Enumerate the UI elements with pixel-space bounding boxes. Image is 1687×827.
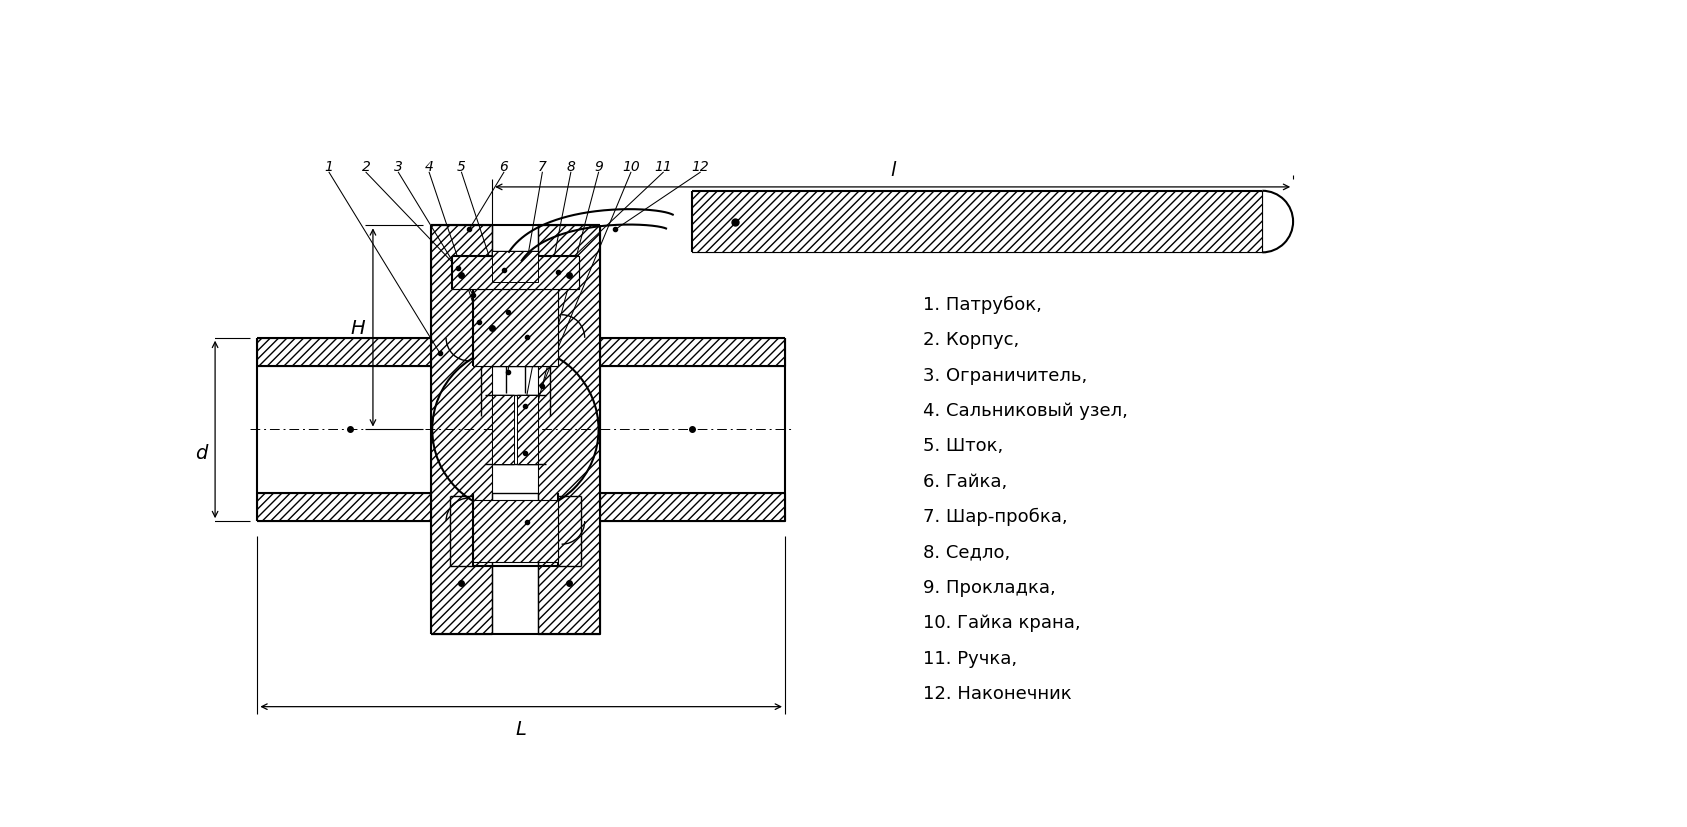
Text: 11: 11 — [655, 160, 671, 174]
Text: d: d — [196, 443, 208, 462]
Bar — [493, 395, 515, 465]
Bar — [538, 226, 601, 633]
Text: 9. Прокладка,: 9. Прокладка, — [923, 578, 1056, 596]
Text: 12: 12 — [692, 160, 709, 174]
Text: 8. Седло,: 8. Седло, — [923, 543, 1011, 561]
Bar — [585, 338, 784, 367]
Text: 6: 6 — [499, 160, 508, 174]
Text: l: l — [891, 161, 896, 180]
Text: 5: 5 — [457, 160, 466, 174]
Bar — [430, 226, 493, 633]
Text: 4. Сальниковый узел,: 4. Сальниковый узел, — [923, 401, 1129, 419]
Text: 7. Шар-пробка,: 7. Шар-пробка, — [923, 508, 1068, 526]
Bar — [258, 493, 445, 522]
Bar — [692, 192, 1262, 253]
Bar — [585, 493, 784, 522]
Text: 1. Патрубок,: 1. Патрубок, — [923, 295, 1043, 313]
Text: 1: 1 — [324, 160, 334, 174]
Bar — [452, 257, 579, 290]
Text: 2. Корпус,: 2. Корпус, — [923, 331, 1019, 349]
Text: 4: 4 — [425, 160, 434, 174]
Text: H: H — [351, 318, 364, 337]
Text: 6. Гайка,: 6. Гайка, — [923, 472, 1007, 490]
Text: 3. Ограничитель,: 3. Ограничитель, — [923, 366, 1088, 384]
Bar — [472, 500, 558, 562]
Text: L: L — [515, 719, 526, 738]
Text: 2: 2 — [361, 160, 371, 174]
Text: 9: 9 — [594, 160, 602, 174]
Text: 12. Наконечник: 12. Наконечник — [923, 685, 1073, 702]
Text: 5. Шток,: 5. Шток, — [923, 437, 1004, 455]
Bar — [493, 251, 538, 282]
Text: 11. Ручка,: 11. Ручка, — [923, 649, 1017, 667]
Text: 8: 8 — [567, 160, 575, 174]
Text: 7: 7 — [538, 160, 547, 174]
Bar — [516, 395, 538, 465]
Text: 10: 10 — [623, 160, 639, 174]
Text: 10. Гайка крана,: 10. Гайка крана, — [923, 614, 1081, 632]
Bar — [472, 290, 558, 367]
Bar — [258, 338, 445, 367]
Text: 3: 3 — [395, 160, 403, 174]
